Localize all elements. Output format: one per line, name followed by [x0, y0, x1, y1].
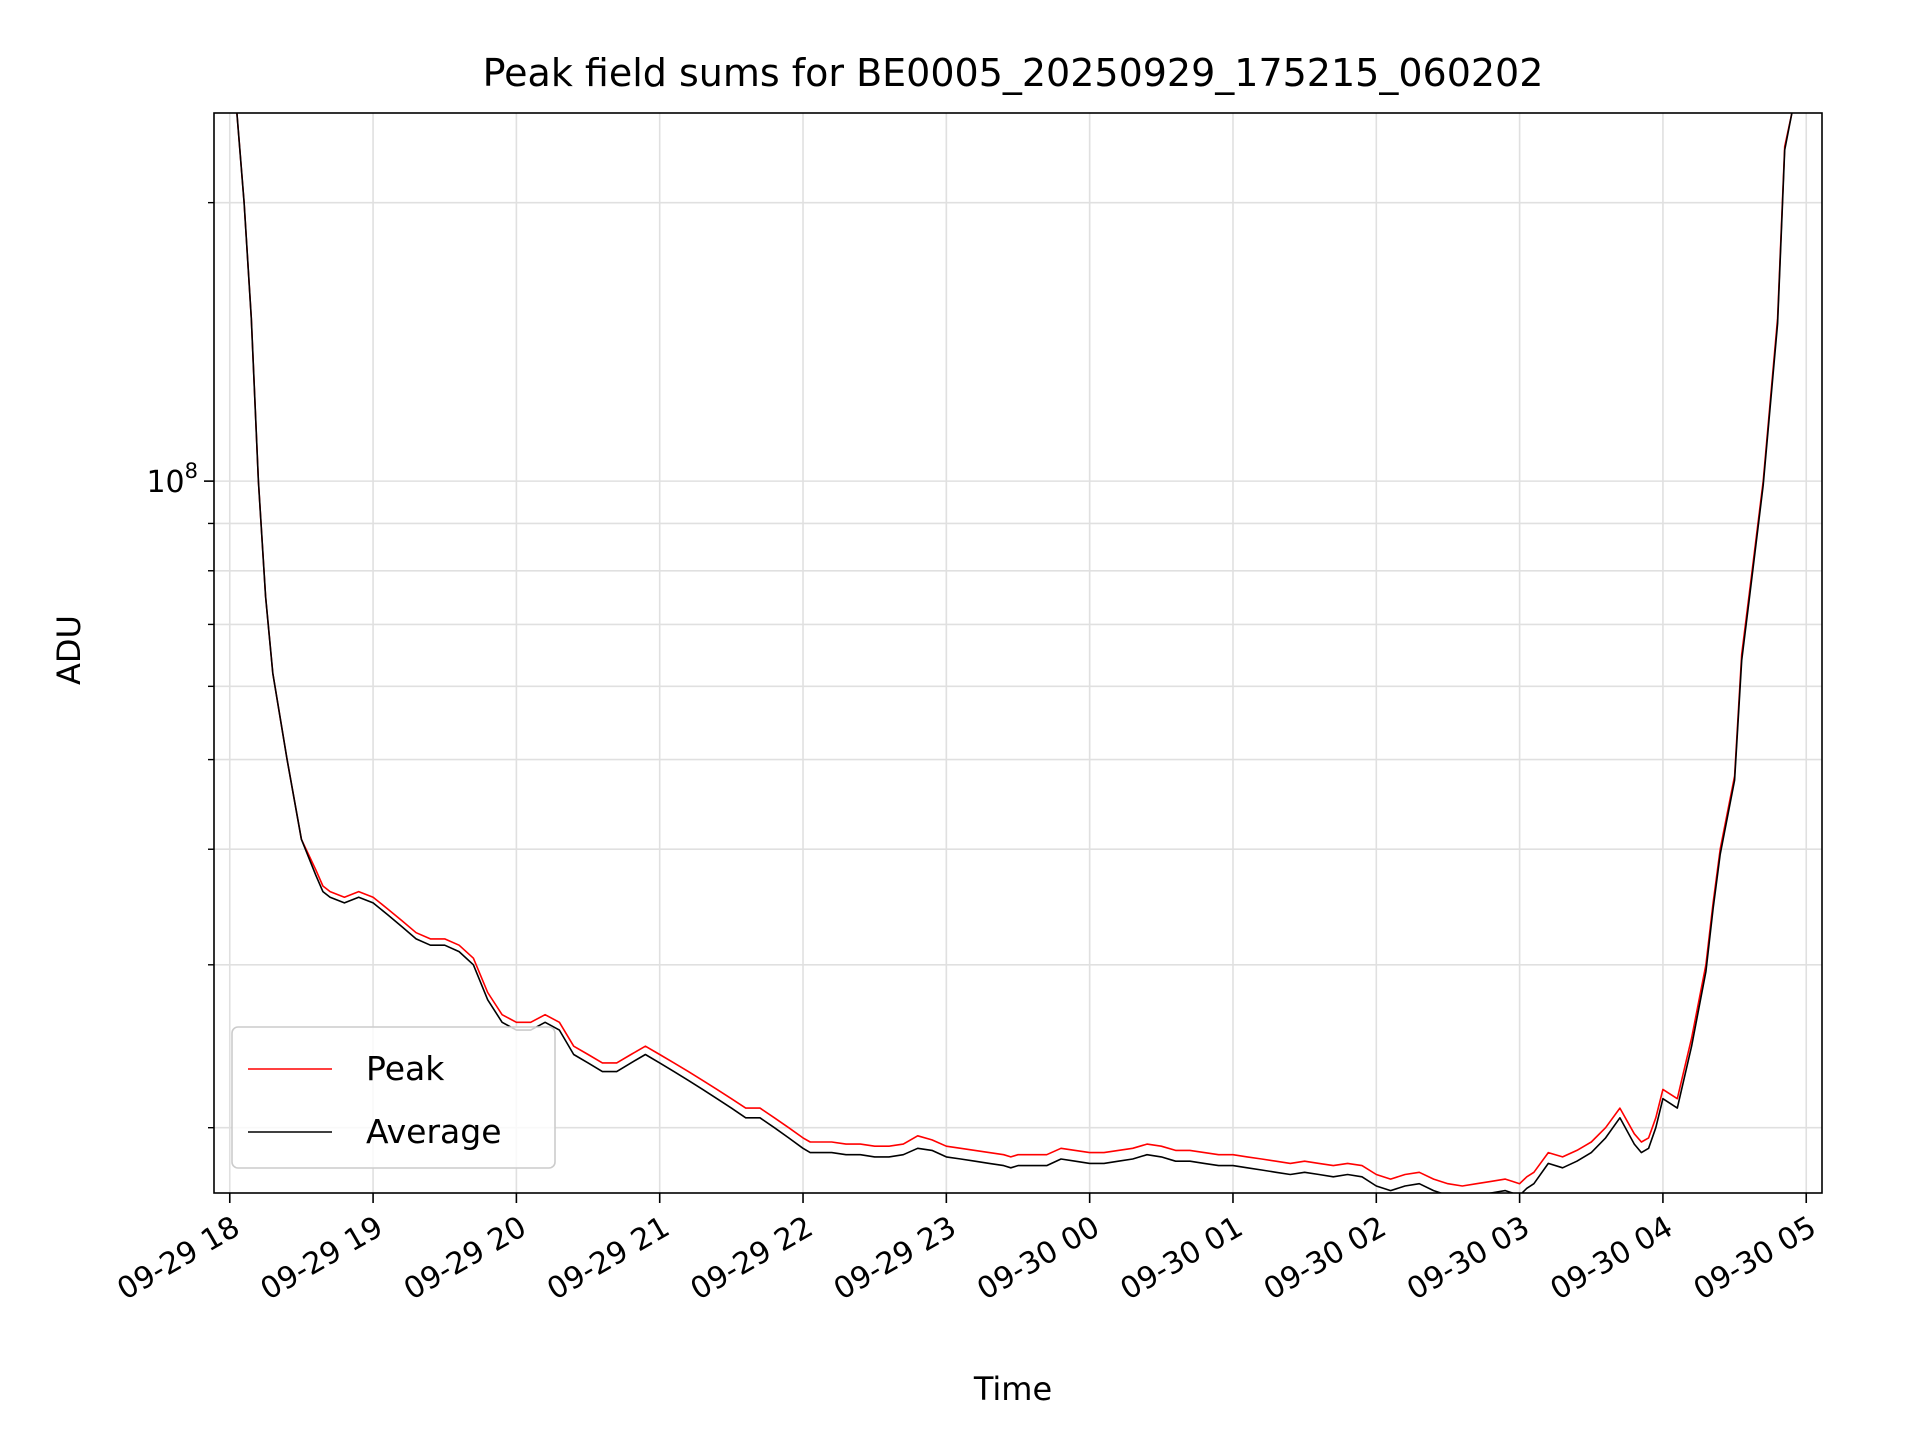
legend: Peak Average — [231, 1026, 556, 1169]
y-tick-label-exponent: 8 — [185, 459, 198, 483]
axes-frame — [213, 112, 1823, 1194]
y-tick-label-base: 10 — [146, 465, 184, 500]
plot-area — [236, 113, 1793, 1193]
legend-label-average: Average — [366, 1112, 502, 1151]
y-axis-label: ADU — [50, 615, 88, 685]
chart-title: Peak field sums for BE0005_20250929_1752… — [483, 51, 1544, 95]
x-axis-label: Time — [973, 1370, 1052, 1408]
series-line-average — [236, 113, 1793, 1193]
series-line-peak — [236, 113, 1793, 1187]
y-tick-label: 108 — [146, 459, 198, 500]
grid-layer — [214, 113, 1822, 1193]
legend-label-peak: Peak — [366, 1049, 445, 1088]
